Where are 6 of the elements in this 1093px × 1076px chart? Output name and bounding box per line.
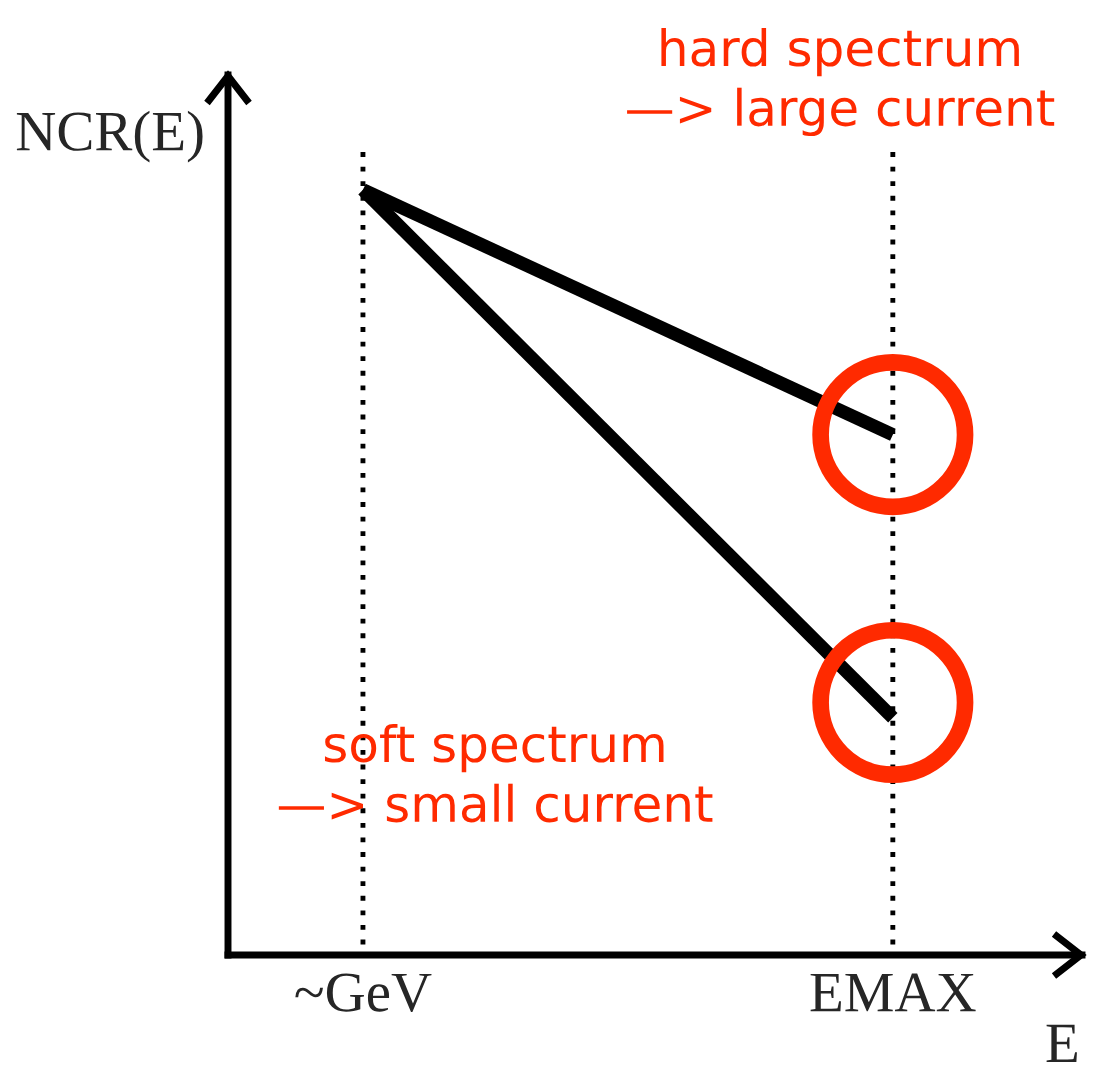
x-axis-title: E — [1046, 1024, 1077, 1062]
x-tick-label: ~GeV — [295, 973, 432, 1013]
annotation: soft spectrum —> small current — [278, 723, 713, 823]
y-axis-title: NCR(E) — [16, 110, 203, 163]
text: hard spectrum —> large current — [627, 27, 1055, 137]
x-tick-label: EMAX — [810, 973, 976, 1012]
